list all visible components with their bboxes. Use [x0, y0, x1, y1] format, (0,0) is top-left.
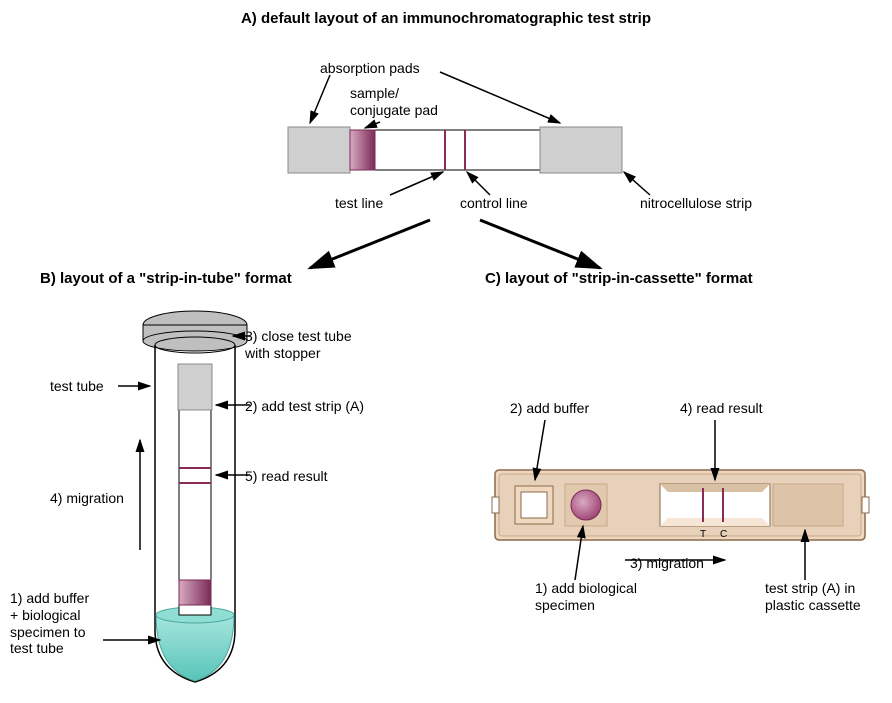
c-C: C — [720, 529, 727, 540]
panel-c-svg: T C — [465, 270, 892, 690]
c-T: T — [700, 529, 706, 540]
panel-b-svg — [10, 270, 440, 690]
panel-a-svg — [10, 10, 882, 270]
